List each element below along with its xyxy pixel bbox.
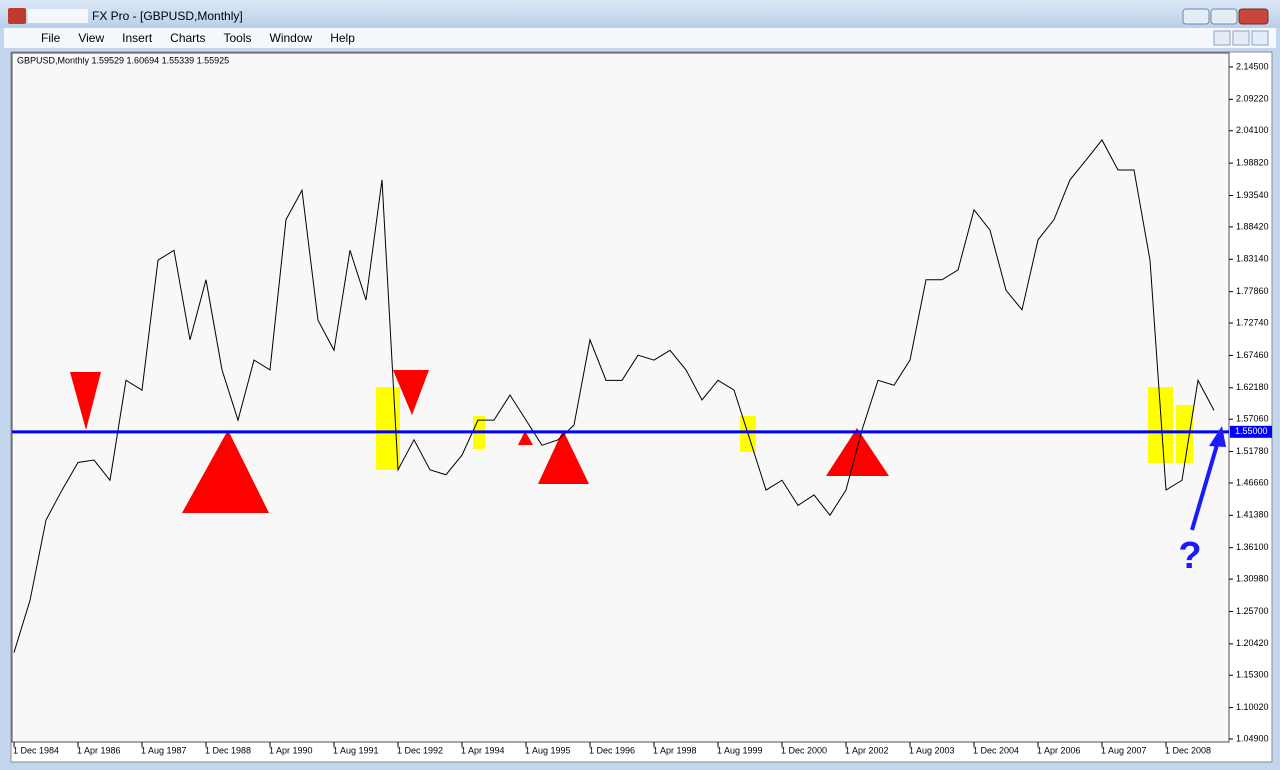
- x-tick-label: 1 Dec 1984: [13, 745, 59, 755]
- arrow: [1190, 426, 1226, 531]
- arrow-head: [1209, 426, 1226, 447]
- y-tick-label: 1.83140: [1236, 254, 1269, 264]
- blurred-text: [28, 9, 88, 23]
- x-tick-label: 1 Aug 2007: [1101, 745, 1147, 755]
- menu-item[interactable]: Insert: [122, 31, 153, 45]
- menu-item[interactable]: Tools: [223, 31, 252, 45]
- maximize-button[interactable]: [1210, 8, 1238, 25]
- menu-item[interactable]: View: [78, 31, 105, 45]
- x-tick-label: 1 Aug 2003: [909, 745, 955, 755]
- highlight: [376, 387, 400, 470]
- down-triangle: [393, 370, 429, 415]
- app-icon: [8, 8, 26, 24]
- title-bar: [0, 0, 1280, 28]
- arrow-shaft: [1190, 437, 1221, 531]
- menu-item[interactable]: Charts: [170, 31, 206, 45]
- y-tick-label: 1.30980: [1236, 573, 1269, 583]
- x-tick-label: 1 Aug 1991: [333, 745, 379, 755]
- y-tick-label: 1.10020: [1236, 702, 1269, 712]
- y-tick-label: 1.57060: [1236, 414, 1269, 424]
- x-tick-label: 1 Dec 2004: [973, 745, 1019, 755]
- window-title: FX Pro - [GBPUSD,Monthly]: [92, 9, 243, 23]
- plot-area: [11, 52, 1230, 743]
- y-tick-label: 1.36100: [1236, 542, 1269, 552]
- up-triangle: [826, 428, 889, 476]
- y-tick-label: 1.51780: [1236, 446, 1269, 456]
- question-mark: ?: [1178, 535, 1201, 577]
- y-tick-label: 1.25700: [1236, 606, 1269, 616]
- x-tick-label: 1 Apr 1990: [269, 745, 313, 755]
- x-tick-label: 1 Apr 2002: [845, 745, 889, 755]
- menu-item[interactable]: File: [41, 31, 61, 45]
- level-label-box: [1230, 425, 1272, 438]
- x-tick-label: 1 Dec 1996: [589, 745, 635, 755]
- x-tick-label: 1 Dec 1988: [205, 745, 251, 755]
- y-tick-label: 1.20420: [1236, 638, 1269, 648]
- mdi-minimize[interactable]: [1213, 30, 1231, 46]
- x-tick-label: 1 Apr 1986: [77, 745, 121, 755]
- x-tick-label: 1 Dec 2008: [1165, 745, 1211, 755]
- y-tick-label: 1.93540: [1236, 190, 1269, 200]
- x-tick-label: 1 Aug 1995: [525, 745, 571, 755]
- y-tick-label: 2.04100: [1236, 125, 1269, 135]
- y-tick-label: 1.88420: [1236, 221, 1269, 231]
- close-button[interactable]: [1238, 8, 1269, 25]
- mdi-restore[interactable]: [1232, 30, 1250, 46]
- chart: 2.14500 2.09220 2.04100 1.98820 1.93540 1.884…: [12, 61, 1272, 755]
- y-tick-label: 1.04900: [1236, 733, 1269, 743]
- highlight: [1148, 387, 1173, 463]
- y-tick-label: 1.72740: [1236, 317, 1269, 327]
- menu-bar: [4, 28, 1276, 48]
- x-tick-label: 1 Dec 2000: [781, 745, 827, 755]
- highlight: [1176, 405, 1193, 463]
- y-tick-label: 1.62180: [1236, 382, 1269, 392]
- mdi-close[interactable]: [1251, 30, 1269, 46]
- x-tick-label: 1 Apr 1998: [653, 745, 697, 755]
- menu: File View Insert Charts Tools Window Hel…: [0, 28, 1280, 48]
- down-triangle: [70, 372, 101, 430]
- level-label: 1.55000: [1235, 426, 1268, 436]
- up-triangle: [538, 430, 589, 484]
- y-tick-label: 1.15300: [1236, 670, 1269, 680]
- y-tick-label: 1.46660: [1236, 477, 1269, 487]
- menu-item[interactable]: Window: [269, 31, 313, 45]
- x-tick-label: 1 Apr 2006: [1037, 745, 1081, 755]
- y-tick-label: 1.98820: [1236, 158, 1269, 168]
- minimize-button[interactable]: [1182, 8, 1210, 25]
- up-triangle: [182, 430, 269, 513]
- x-tick-label: 1 Dec 1992: [397, 745, 443, 755]
- price-line: [13, 139, 1215, 653]
- x-tick-label: 1 Aug 1987: [141, 745, 187, 755]
- menu-item[interactable]: Help: [330, 31, 355, 45]
- up-triangle: [518, 431, 533, 445]
- y-tick-label: 1.77860: [1236, 286, 1269, 296]
- y-tick-label: 2.09220: [1236, 94, 1269, 104]
- y-tick-label: 1.67460: [1236, 350, 1269, 360]
- x-tick-label: 1 Apr 1994: [461, 745, 505, 755]
- y-tick-label: 1.41380: [1236, 510, 1269, 520]
- y-tick-label: 2.14500: [1236, 61, 1269, 71]
- chart-legend: GBPUSD,Monthly 1.59529 1.60694 1.55339 1…: [17, 55, 229, 65]
- x-tick-label: 1 Aug 1999: [717, 745, 763, 755]
